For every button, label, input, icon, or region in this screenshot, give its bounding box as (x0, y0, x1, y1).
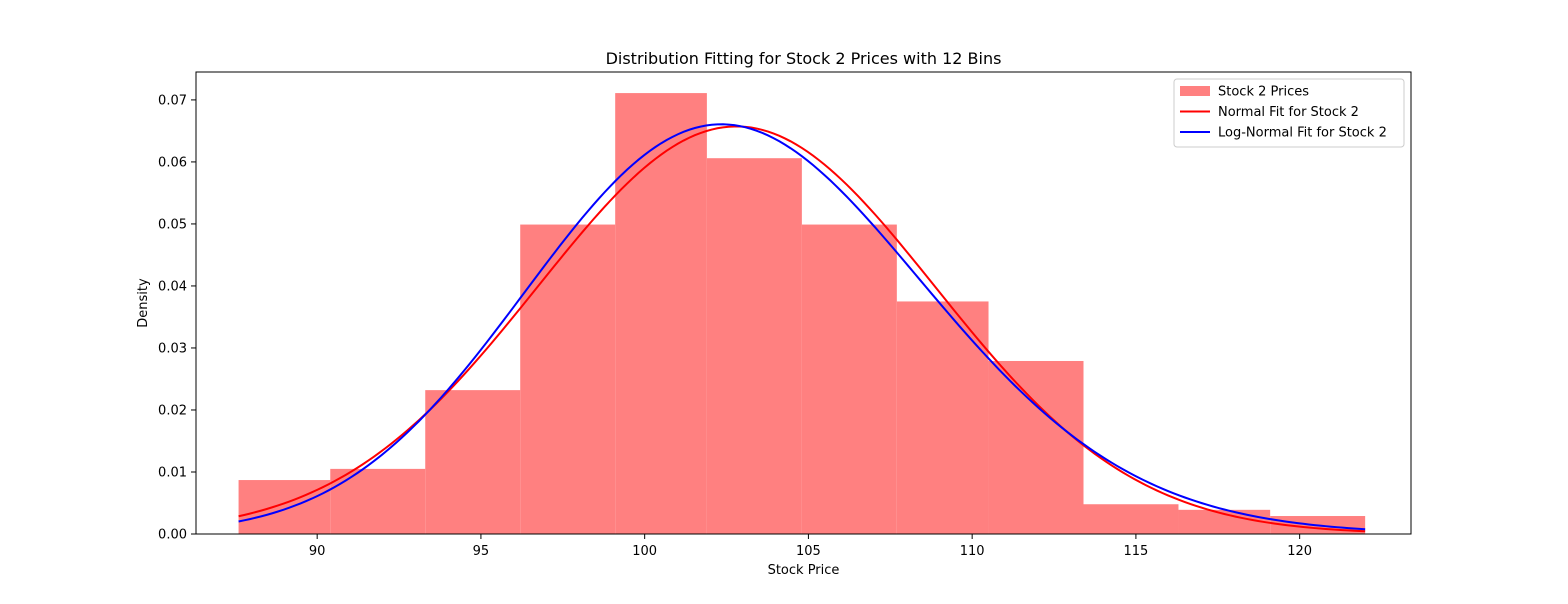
histogram-bar-7 (801, 224, 897, 534)
x-tick-label: 100 (632, 544, 657, 559)
legend-label: Stock 2 Prices (1218, 85, 1309, 100)
x-axis-label: Stock Price (768, 563, 840, 578)
y-tick-label: 0.05 (158, 217, 187, 232)
chart-title: Distribution Fitting for Stock 2 Prices … (606, 49, 1002, 68)
histogram-bar-3 (425, 390, 521, 534)
y-tick-label: 0.04 (158, 279, 187, 294)
x-tick-label: 90 (309, 544, 326, 559)
y-tick-label: 0.06 (158, 155, 187, 170)
histogram-bar-5 (615, 93, 707, 534)
y-tick-label: 0.02 (158, 403, 187, 418)
legend-swatch-histogram (1180, 86, 1210, 96)
x-tick-label: 110 (960, 544, 985, 559)
x-axis-ticks: 90 95 100 105 110 115 120 (309, 534, 1312, 559)
histogram-bar-2 (330, 468, 426, 534)
y-tick-label: 0.07 (158, 93, 187, 108)
histogram-bar-8 (896, 301, 989, 534)
fit-curves (238, 123, 1366, 533)
y-axis-ticks: 0.00 0.01 0.02 0.03 0.04 0.05 0.06 0.07 (158, 93, 196, 543)
legend: Stock 2 Prices Normal Fit for Stock 2 Log-… (1173, 78, 1405, 148)
histogram-bar-6 (706, 158, 802, 534)
y-tick-label: 0.03 (158, 341, 187, 356)
histogram-bar-1 (238, 480, 331, 534)
histogram-bar-10 (1083, 504, 1179, 534)
histogram-bar-4 (520, 224, 616, 534)
legend-label: Normal Fit for Stock 2 (1218, 105, 1359, 120)
x-tick-label: 115 (1123, 544, 1148, 559)
y-tick-label: 0.01 (158, 465, 187, 480)
x-tick-label: 105 (796, 544, 821, 559)
x-tick-label: 120 (1287, 544, 1312, 559)
histogram-bar-9 (988, 360, 1084, 534)
y-axis-label: Density (136, 278, 151, 328)
y-tick-label: 0.00 (158, 528, 187, 543)
x-tick-label: 95 (473, 544, 490, 559)
legend-label: Log-Normal Fit for Stock 2 (1218, 126, 1387, 141)
lognormal-fit-line (238, 123, 1366, 531)
legend-box (1173, 78, 1405, 148)
histogram-bars (238, 93, 1366, 534)
plot-frame (195, 71, 1412, 535)
